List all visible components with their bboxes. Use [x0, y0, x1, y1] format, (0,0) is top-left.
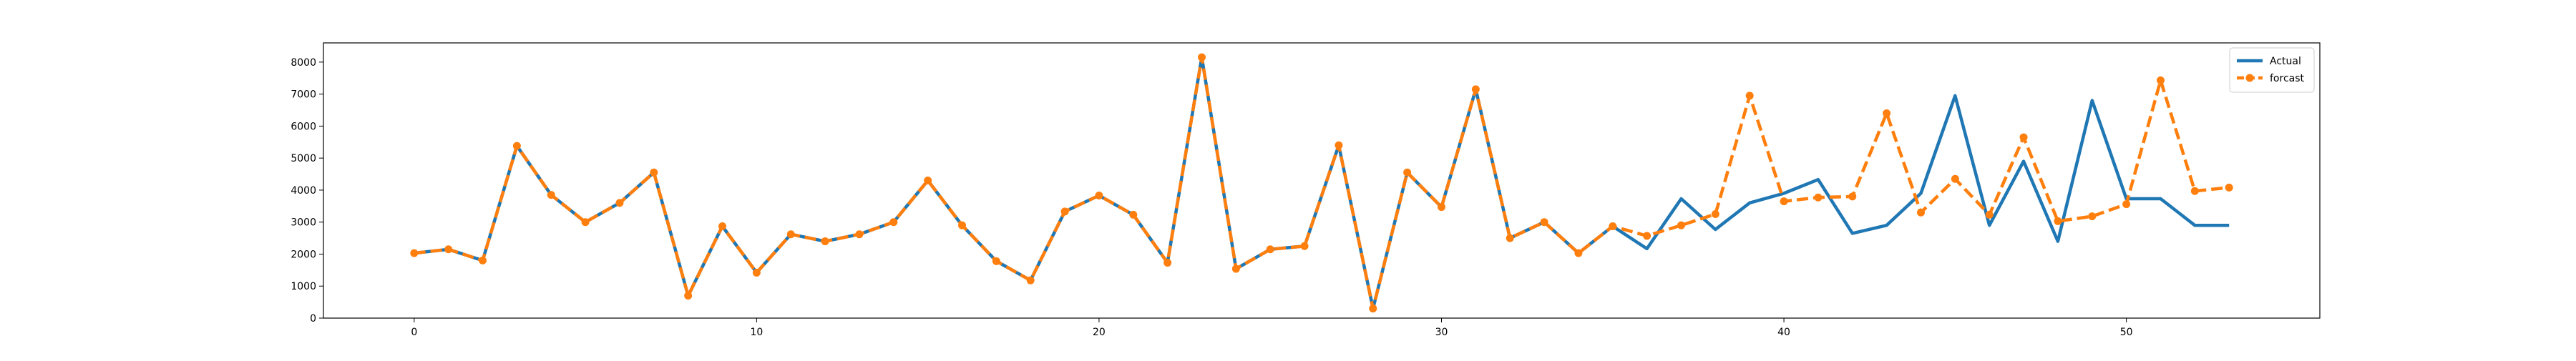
data-point — [958, 221, 967, 229]
data-point — [2122, 200, 2131, 209]
data-point — [444, 245, 453, 254]
data-point — [1677, 221, 1685, 229]
data-point — [581, 218, 590, 227]
data-point — [1745, 92, 1754, 100]
data-point — [410, 249, 419, 257]
data-point — [1198, 53, 1206, 61]
data-point — [1711, 210, 1719, 219]
y-tick-label: 5000 — [291, 153, 316, 164]
data-point — [1369, 305, 1377, 313]
x-tick-label: 40 — [1777, 327, 1790, 338]
data-point — [1471, 85, 1480, 94]
x-tick-label: 10 — [750, 327, 763, 338]
data-point — [889, 218, 898, 227]
data-point — [1814, 193, 1823, 202]
data-point — [547, 191, 555, 199]
data-point — [2088, 212, 2097, 221]
data-point — [2054, 217, 2062, 225]
data-point — [1609, 222, 1617, 231]
y-tick-label: 0 — [310, 313, 316, 325]
data-point — [1780, 197, 1788, 206]
y-tick-label: 1000 — [291, 281, 316, 292]
data-point — [1231, 264, 1240, 273]
data-point — [718, 222, 727, 231]
data-point — [1848, 192, 1857, 201]
data-point — [512, 142, 521, 150]
data-point — [1060, 207, 1069, 216]
data-point — [1129, 210, 1138, 219]
data-point — [2190, 187, 2199, 195]
data-point — [992, 257, 1000, 265]
data-point — [2019, 133, 2028, 142]
series-layer — [410, 53, 2233, 313]
data-point — [479, 256, 487, 264]
plot-frame — [323, 42, 2321, 319]
data-point — [1095, 192, 1103, 200]
data-point — [1300, 242, 1309, 250]
axes: 0 1000 2000 3000 4000 5000 6000 7000 8000 0 10 20 30… — [291, 42, 2321, 338]
legend-label-forcast: forcast — [2270, 73, 2305, 84]
y-tick-label: 3000 — [291, 217, 316, 229]
data-point — [684, 292, 693, 300]
data-point — [1403, 168, 1412, 177]
data-point — [924, 177, 932, 184]
y-tick-label: 4000 — [291, 185, 316, 197]
data-point — [1951, 174, 1959, 183]
series-forcast — [410, 53, 2233, 313]
legend-label-actual: Actual — [2270, 56, 2301, 67]
data-point — [1266, 245, 1274, 254]
y-tick-label: 2000 — [291, 249, 316, 260]
data-point — [2156, 76, 2165, 84]
data-point — [786, 230, 795, 239]
data-point — [1985, 210, 1994, 219]
data-point — [1437, 203, 1445, 212]
data-point — [1916, 208, 1925, 217]
data-point — [615, 199, 624, 207]
legend: Actual forcast — [2229, 47, 2315, 93]
data-point — [1643, 232, 1652, 240]
legend-marker — [2245, 74, 2254, 82]
series-line-forcast — [414, 55, 2230, 310]
data-point — [1883, 109, 1891, 117]
x-tick-label: 30 — [1435, 327, 1448, 338]
data-point — [752, 268, 761, 277]
data-point — [1506, 234, 1514, 242]
x-tick-label: 50 — [2120, 327, 2133, 338]
y-tick-label: 8000 — [291, 57, 316, 69]
data-point — [1026, 276, 1035, 285]
data-point — [650, 168, 658, 177]
data-point — [1574, 249, 1583, 257]
x-tick-label: 0 — [411, 327, 417, 338]
data-point — [1163, 259, 1172, 267]
y-tick-label: 6000 — [291, 121, 316, 132]
data-point — [1335, 141, 1343, 149]
legend-box — [2229, 47, 2315, 93]
data-point — [1540, 218, 1548, 227]
y-tick-label: 7000 — [291, 89, 316, 101]
data-point — [2225, 183, 2233, 192]
data-point — [855, 230, 864, 239]
x-tick-label: 20 — [1093, 327, 1106, 338]
data-point — [821, 237, 829, 246]
